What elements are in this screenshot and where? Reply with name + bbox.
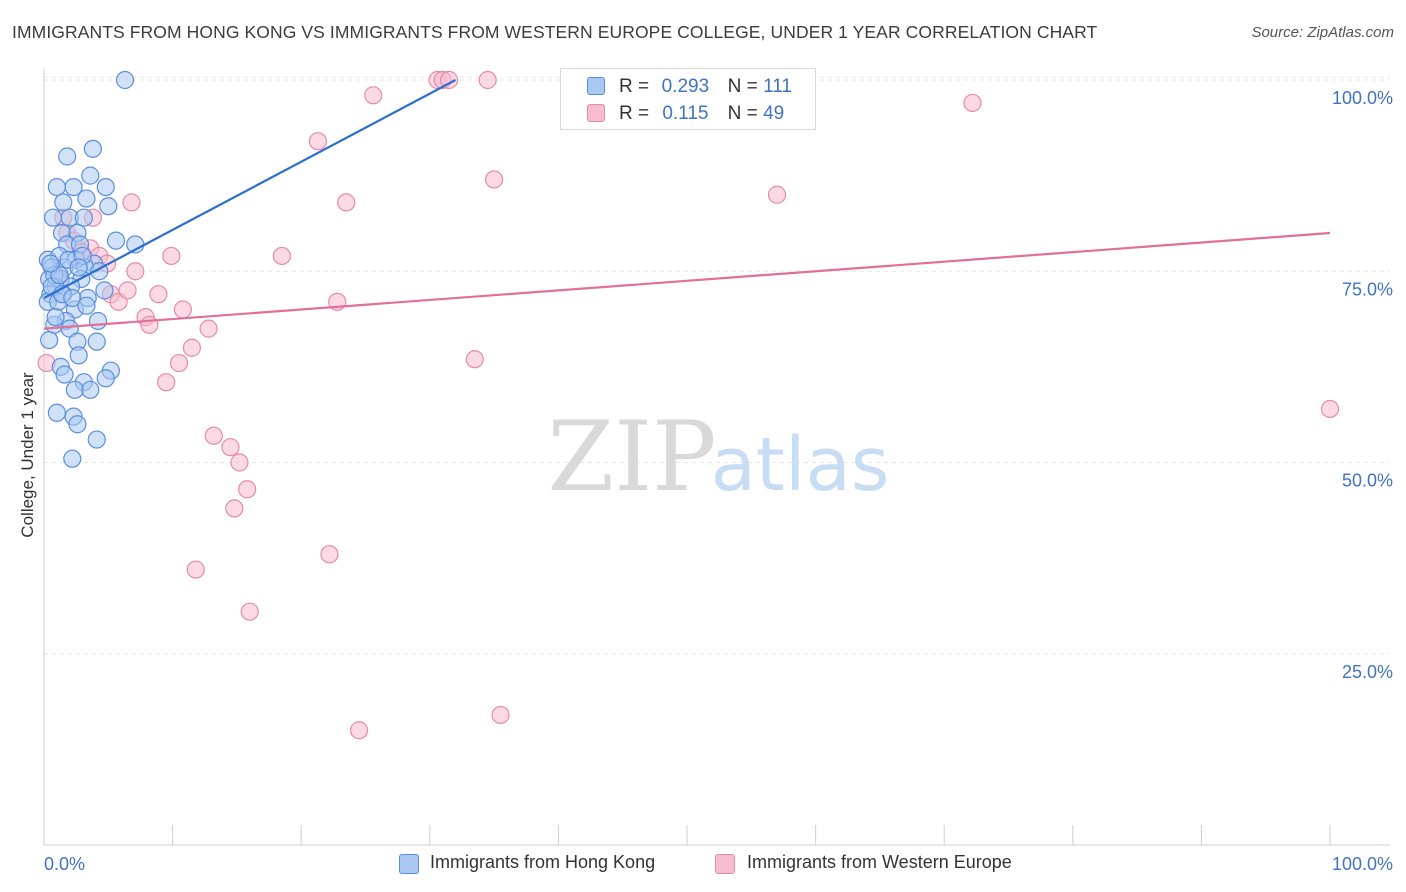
legend-row-western-europe: R = 0.115 N = 49 (619, 103, 784, 125)
legend-n-label: N = (727, 76, 758, 97)
bottom-legend-swatch-hong-kong (399, 854, 419, 874)
point-hong-kong-12 (74, 208, 93, 227)
y-tick-label-0: 25.0% (1342, 662, 1393, 682)
legend-r-value-hong-kong: 0.293 (661, 76, 710, 97)
point-western-europe-45 (122, 193, 141, 212)
point-hong-kong-3 (47, 178, 66, 197)
point-hong-kong-58 (63, 449, 82, 468)
point-western-europe-22 (230, 453, 249, 472)
x-tick-label-max: 100.0% (1332, 854, 1393, 874)
point-western-europe-43 (963, 93, 982, 113)
bottom-legend-swatch-western-europe (715, 854, 735, 874)
point-western-europe-12 (140, 315, 159, 334)
point-hong-kong-4 (64, 178, 83, 197)
gridlines (44, 76, 1390, 655)
point-western-europe-19 (199, 319, 218, 338)
bottom-legend-western-europe: Immigrants from Western Europe (747, 852, 1012, 872)
legend-swatch-western-europe (587, 104, 605, 122)
point-western-europe-17 (173, 300, 192, 319)
x-tick-label-min: 0.0% (44, 854, 85, 874)
legend-r-label: R = (619, 103, 650, 124)
point-western-europe-18 (182, 338, 201, 357)
point-western-europe-36 (439, 70, 459, 90)
y-tick-label-1: 50.0% (1342, 471, 1393, 491)
point-hong-kong-43 (40, 331, 59, 350)
legend-row-hong-kong: R = 0.293 N = 111 (619, 76, 792, 98)
point-hong-kong-0 (115, 70, 135, 90)
point-western-europe-27 (272, 246, 292, 266)
point-hong-kong-17 (106, 231, 126, 250)
point-western-europe-14 (157, 373, 176, 392)
correlation-legend: R = 0.293 N = 111 R = 0.115 N = 49 (560, 68, 816, 130)
point-hong-kong-68 (69, 258, 88, 277)
point-western-europe-20 (204, 426, 223, 445)
point-western-europe-24 (225, 499, 244, 518)
y-tick-label-2: 75.0% (1342, 279, 1393, 299)
point-hong-kong-45 (87, 332, 106, 351)
axes (43, 68, 1390, 846)
point-hong-kong-57 (87, 430, 106, 449)
point-western-europe-16 (169, 353, 189, 373)
trend-lines (43, 79, 1331, 330)
point-hong-kong-54 (47, 403, 66, 422)
trend-line-hong-kong (43, 79, 457, 299)
point-hong-kong-69 (41, 254, 60, 273)
point-western-europe-29 (320, 545, 339, 564)
point-hong-kong-32 (95, 281, 114, 300)
point-hong-kong-9 (99, 197, 118, 216)
point-western-europe-15 (162, 246, 181, 266)
point-western-europe-38 (485, 170, 504, 189)
legend-n-value-hong-kong: 111 (763, 76, 792, 97)
point-western-europe-37 (465, 350, 484, 369)
point-western-europe-33 (364, 86, 383, 105)
point-hong-kong-2 (83, 139, 102, 158)
point-hong-kong-52 (65, 380, 84, 399)
point-western-europe-9 (118, 281, 137, 300)
point-western-europe-26 (240, 602, 259, 621)
point-western-europe-39 (478, 70, 497, 90)
point-western-europe-23 (238, 480, 257, 499)
trend-line-western-europe (43, 231, 1331, 330)
legend-r-label: R = (619, 76, 650, 97)
legend-r-value-western-europe: 0.115 (662, 103, 709, 124)
point-hong-kong-10 (43, 208, 63, 227)
y-tick-label-3: 100.0% (1332, 88, 1393, 108)
point-hong-kong-50 (96, 369, 115, 388)
legend-swatch-hong-kong (587, 77, 605, 95)
point-hong-kong-53 (81, 380, 100, 399)
point-hong-kong-49 (55, 365, 74, 384)
data-points (37, 70, 1340, 740)
point-hong-kong-8 (96, 178, 115, 197)
tick-labels: 25.0% 50.0% 75.0% 100.0% 0.0% 100.0% (44, 88, 1393, 874)
point-hong-kong-66 (77, 296, 96, 315)
point-western-europe-31 (337, 193, 356, 212)
point-hong-kong-6 (54, 193, 73, 212)
point-hong-kong-40 (88, 311, 108, 331)
point-western-europe-44 (1320, 399, 1340, 419)
point-western-europe-21 (221, 438, 240, 457)
bottom-legend-hong-kong: Immigrants from Hong Kong (430, 852, 656, 872)
legend-n-label: N = (727, 103, 758, 124)
point-western-europe-10 (126, 262, 145, 281)
point-hong-kong-5 (81, 166, 100, 185)
point-western-europe-32 (349, 721, 369, 740)
watermark: ZIP atlas (547, 401, 889, 513)
point-hong-kong-46 (69, 346, 88, 365)
point-hong-kong-64 (63, 288, 82, 308)
point-hong-kong-7 (77, 189, 96, 208)
point-western-europe-13 (149, 285, 168, 304)
point-western-europe-28 (308, 132, 328, 151)
point-hong-kong-1 (58, 147, 77, 166)
watermark-atlas: atlas (711, 422, 890, 508)
point-western-europe-42 (767, 185, 787, 204)
point-hong-kong-65 (46, 308, 65, 327)
chart-title: IMMIGRANTS FROM HONG KONG VS IMMIGRANTS … (12, 22, 1098, 42)
watermark-zip: ZIP (547, 401, 716, 513)
chart-source: Source: ZipAtlas.com (1251, 24, 1394, 41)
point-western-europe-40 (491, 705, 510, 725)
point-western-europe-25 (186, 560, 205, 579)
legend-n-value-western-europe: 49 (763, 103, 785, 124)
point-hong-kong-56 (68, 415, 87, 434)
